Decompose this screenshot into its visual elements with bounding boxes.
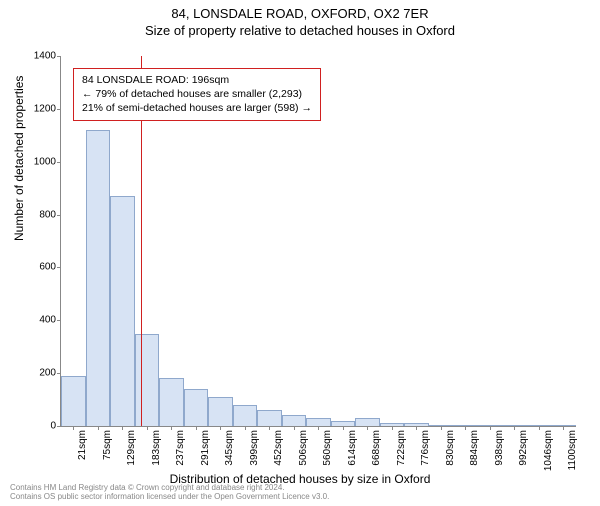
page-title-address: 84, LONSDALE ROAD, OXFORD, OX2 7ER — [0, 6, 600, 21]
x-tick-mark — [465, 426, 466, 430]
histogram-bar — [257, 410, 282, 426]
y-tick-label: 800 — [39, 209, 56, 220]
x-tick-label: 776sqm — [420, 430, 431, 466]
x-tick-label: 237sqm — [175, 430, 186, 466]
histogram-bar — [306, 418, 331, 426]
x-tick-label: 129sqm — [126, 430, 137, 466]
y-tick-mark — [57, 267, 61, 268]
y-tick-label: 400 — [39, 315, 56, 326]
x-tick-mark — [171, 426, 172, 430]
histogram-bar — [233, 405, 258, 426]
annotation-line3: 21% of semi-detached houses are larger (… — [82, 101, 312, 115]
x-tick-label: 614sqm — [347, 430, 358, 466]
x-tick-label: 75sqm — [102, 430, 113, 460]
x-tick-mark — [220, 426, 221, 430]
x-tick-mark — [441, 426, 442, 430]
y-tick-mark — [57, 56, 61, 57]
x-tick-label: 722sqm — [396, 430, 407, 466]
footer-attribution: Contains HM Land Registry data © Crown c… — [10, 483, 329, 502]
x-tick-label: 452sqm — [273, 430, 284, 466]
chart-area: 020040060080010001200140021sqm75sqm129sq… — [60, 56, 575, 426]
footer-line1: Contains HM Land Registry data © Crown c… — [10, 483, 329, 493]
y-tick-mark — [57, 162, 61, 163]
x-tick-mark — [147, 426, 148, 430]
x-tick-mark — [318, 426, 319, 430]
x-tick-mark — [294, 426, 295, 430]
annotation-line2: ← 79% of detached houses are smaller (2,… — [82, 87, 312, 101]
x-tick-label: 506sqm — [298, 430, 309, 466]
x-tick-mark — [392, 426, 393, 430]
histogram-bar — [110, 196, 135, 426]
page-subtitle: Size of property relative to detached ho… — [0, 23, 600, 38]
x-tick-label: 183sqm — [151, 430, 162, 466]
histogram-bar — [184, 389, 209, 426]
histogram-bar — [282, 415, 307, 426]
x-tick-mark — [490, 426, 491, 430]
x-tick-mark — [563, 426, 564, 430]
x-tick-label: 21sqm — [77, 430, 88, 460]
x-tick-mark — [539, 426, 540, 430]
annotation-line1: 84 LONSDALE ROAD: 196sqm — [82, 73, 312, 87]
footer-line2: Contains OS public sector information li… — [10, 492, 329, 502]
x-tick-mark — [343, 426, 344, 430]
x-tick-label: 560sqm — [322, 430, 333, 466]
y-axis-label: Number of detached properties — [12, 76, 26, 241]
y-tick-label: 1000 — [34, 156, 56, 167]
x-tick-label: 345sqm — [224, 430, 235, 466]
histogram-bar — [159, 378, 184, 426]
x-tick-mark — [196, 426, 197, 430]
y-tick-mark — [57, 373, 61, 374]
annotation-box: 84 LONSDALE ROAD: 196sqm ← 79% of detach… — [73, 68, 321, 121]
x-tick-mark — [269, 426, 270, 430]
x-tick-label: 938sqm — [494, 430, 505, 466]
x-tick-label: 1046sqm — [543, 430, 554, 471]
y-tick-label: 1200 — [34, 103, 56, 114]
y-tick-mark — [57, 109, 61, 110]
y-tick-label: 1400 — [34, 51, 56, 62]
x-tick-mark — [367, 426, 368, 430]
x-tick-mark — [416, 426, 417, 430]
y-tick-mark — [57, 320, 61, 321]
x-tick-label: 399sqm — [249, 430, 260, 466]
histogram-bar — [86, 130, 111, 426]
x-tick-label: 830sqm — [445, 430, 456, 466]
x-tick-mark — [98, 426, 99, 430]
histogram-bar — [135, 334, 160, 427]
y-tick-mark — [57, 215, 61, 216]
x-tick-label: 668sqm — [371, 430, 382, 466]
x-tick-label: 1100sqm — [567, 430, 578, 470]
y-tick-mark — [57, 426, 61, 427]
x-tick-mark — [122, 426, 123, 430]
x-tick-label: 884sqm — [469, 430, 480, 466]
x-tick-mark — [514, 426, 515, 430]
y-tick-label: 200 — [39, 368, 56, 379]
x-tick-mark — [73, 426, 74, 430]
histogram-bar — [355, 418, 380, 426]
y-tick-label: 0 — [50, 421, 56, 432]
histogram-bar — [208, 397, 233, 426]
histogram-bar — [61, 376, 86, 426]
x-tick-label: 992sqm — [518, 430, 529, 466]
x-tick-mark — [245, 426, 246, 430]
y-tick-label: 600 — [39, 262, 56, 273]
x-tick-label: 291sqm — [200, 430, 211, 466]
